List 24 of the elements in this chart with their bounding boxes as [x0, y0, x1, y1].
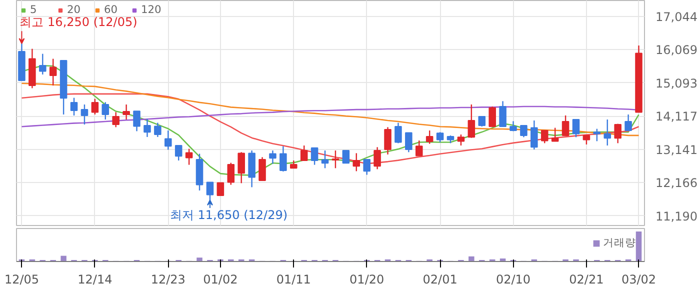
y-tick-label: 13,141 [656, 142, 698, 157]
annotation: 최저 11,650 (12/29) [170, 208, 288, 222]
x-tick-label: 03/02 [621, 272, 656, 286]
x-tick-label: 02/10 [496, 272, 531, 286]
x-tick-label: 12/14 [78, 272, 112, 286]
y-tick-label: 12,166 [656, 176, 698, 190]
x-tick-label: 01/02 [203, 272, 238, 286]
x-tick-label: 12/05 [4, 272, 40, 286]
y-tick-label: 14,117 [656, 110, 698, 124]
y-tick-label: 15,093 [656, 76, 698, 90]
legend-label: 5 [30, 3, 38, 16]
y-tick-label: 17,044 [656, 10, 698, 24]
legend-label: 20 [67, 3, 82, 16]
x-tick-label: 02/01 [422, 272, 458, 286]
legend-label: 거래량 [603, 236, 636, 250]
x-tick-label: 01/20 [350, 272, 384, 286]
annotation: 최고 16,250 (12/05) [20, 15, 138, 30]
x-tick-label: 01/11 [276, 272, 311, 286]
x-tick-label: 02/21 [569, 272, 604, 286]
y-tick-label: 11,190 [656, 209, 698, 224]
legend-label: 60 [104, 3, 119, 16]
y-tick-label: 16,069 [656, 43, 698, 58]
x-tick-label: 12/23 [150, 272, 186, 286]
legend-label: 120 [141, 3, 162, 16]
